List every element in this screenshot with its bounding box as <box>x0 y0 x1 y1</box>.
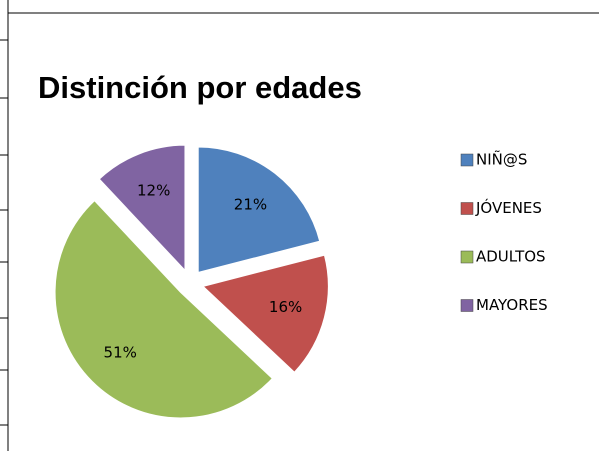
legend-swatch <box>460 299 474 312</box>
legend-swatch <box>460 202 474 215</box>
pie-slice <box>97 144 186 273</box>
legend-swatch <box>460 250 474 264</box>
pie-slice <box>197 145 321 274</box>
row-lines <box>0 39 8 426</box>
legend-label: MAYORES <box>476 296 548 314</box>
data-label: 12% <box>137 182 170 200</box>
legend-label: JÓVENES <box>475 198 542 217</box>
legend-label: ADULTOS <box>476 248 546 266</box>
legend-label: NIÑ@S <box>476 150 527 169</box>
chart-title: Distinción por edades <box>38 70 362 105</box>
legend-swatch <box>460 153 474 167</box>
pie-slice <box>54 199 274 419</box>
data-label: 16% <box>269 298 302 316</box>
pie-slice <box>201 253 330 374</box>
data-label: 51% <box>104 343 137 361</box>
data-label: 21% <box>234 196 267 214</box>
